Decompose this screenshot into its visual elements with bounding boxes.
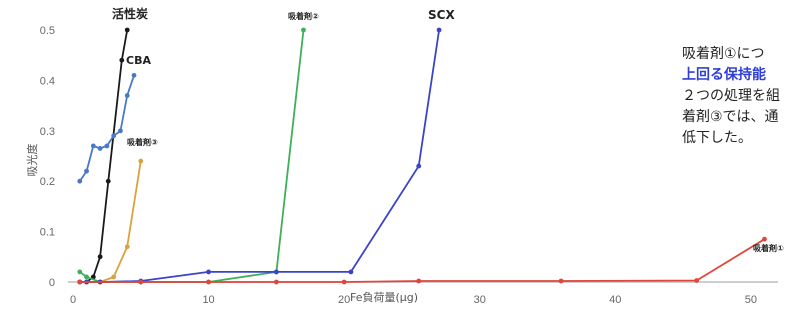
data-point xyxy=(762,236,767,242)
data-point xyxy=(124,27,130,33)
series-吸着剤③ xyxy=(77,158,144,285)
data-point xyxy=(138,279,144,285)
series-line xyxy=(79,160,142,283)
data-point xyxy=(77,178,83,184)
data-point xyxy=(416,278,422,284)
data-point xyxy=(77,269,83,275)
note-line-1: 吸着剤①につ xyxy=(682,46,765,62)
data-point xyxy=(118,128,123,134)
data-point xyxy=(124,93,130,98)
note-line-4: 着剤③では、通 xyxy=(682,109,779,125)
x-tick-label: 50 xyxy=(745,294,757,306)
series-CBA xyxy=(77,72,137,184)
y-tick-label: 0 xyxy=(49,277,55,289)
data-point xyxy=(558,278,564,284)
y-axis-label: 吸光度 xyxy=(25,144,39,177)
data-point xyxy=(111,274,117,280)
data-point xyxy=(206,269,211,275)
series-labels: 活性炭 CBA 吸着剤③ 吸着剤② SCX 吸着剤① xyxy=(112,6,784,253)
x-tick-label: 0 xyxy=(70,294,76,306)
y-tick-label: 0.1 xyxy=(40,227,55,239)
note-line-2: 上回る保持能 xyxy=(682,67,766,83)
data-point xyxy=(348,269,354,275)
data-point xyxy=(341,279,347,285)
x-axis-label: Fe負荷量(μg) xyxy=(350,291,418,304)
y-tick-label: 0.4 xyxy=(40,75,55,87)
series-label: 吸着剤① xyxy=(753,243,784,253)
data-point xyxy=(273,269,279,275)
data-point xyxy=(416,163,422,169)
data-point xyxy=(138,158,144,164)
y-tick-label: 0.3 xyxy=(40,126,55,138)
series-label: CBA xyxy=(126,54,151,67)
data-point xyxy=(84,274,89,280)
data-point xyxy=(97,146,103,151)
series-label: 吸着剤③ xyxy=(127,137,158,147)
series-layer xyxy=(77,27,767,285)
x-tick-label: 20 xyxy=(338,294,350,306)
data-point xyxy=(90,143,96,149)
data-point xyxy=(131,72,137,78)
data-point xyxy=(119,57,125,63)
x-tick-label: 30 xyxy=(474,294,486,306)
note-line-5: 低下した。 xyxy=(682,130,752,146)
axes: 0 10 20 30 40 50 0 0.1 0.2 0.3 0.4 0.5 xyxy=(40,25,778,306)
data-point xyxy=(301,27,306,33)
x-tick-label: 40 xyxy=(609,294,621,306)
series-活性炭 xyxy=(77,27,130,285)
data-point xyxy=(97,254,103,260)
series-吸着剤① xyxy=(77,236,767,285)
data-point xyxy=(84,168,89,174)
series-label: 吸着剤② xyxy=(288,11,319,21)
y-tick-label: 0.2 xyxy=(40,176,55,188)
x-tick-label: 10 xyxy=(202,294,214,306)
series-line xyxy=(79,29,129,283)
series-line xyxy=(79,75,135,182)
series-label: 活性炭 xyxy=(112,6,148,21)
data-point xyxy=(77,279,83,285)
data-point xyxy=(273,279,279,285)
data-point xyxy=(124,244,130,250)
note-line-3: ２つの処理を組 xyxy=(682,88,780,104)
y-tick-label: 0.5 xyxy=(40,25,55,37)
data-point xyxy=(206,279,211,285)
series-line xyxy=(79,29,305,283)
data-point xyxy=(104,143,110,149)
data-point xyxy=(436,27,442,33)
data-point xyxy=(694,278,700,283)
series-label: SCX xyxy=(428,8,455,22)
note-text: 吸着剤①につ 上回る保持能 ２つの処理を組 着剤③では、通 低下した。 xyxy=(682,44,809,149)
data-point xyxy=(105,178,111,184)
series-line xyxy=(79,29,440,283)
data-point xyxy=(111,133,117,139)
